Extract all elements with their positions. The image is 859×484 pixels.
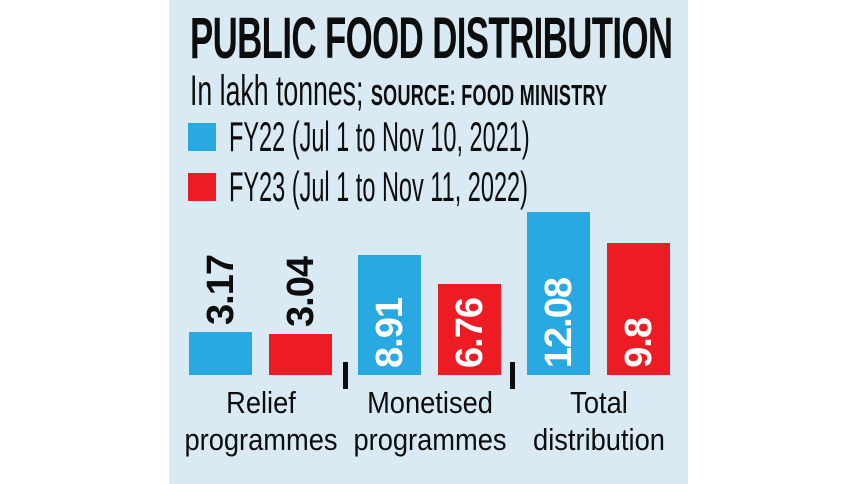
- category-label-line: Monetised: [366, 385, 493, 420]
- bar-fy23-total-distribution: [607, 243, 670, 375]
- bar-fy23-monetised-programmes: [438, 284, 501, 375]
- category-label-line: distribution: [532, 422, 665, 457]
- value-label-fy23-relief-programmes: 3.04: [279, 257, 322, 327]
- axis-tick-2: [510, 362, 515, 389]
- bar-chart: 3.17 3.04 Relief programmes 8.91 6.76 Monetise…: [169, 0, 688, 484]
- legend-item-fy23: FY23 (Jul 1 to Nov 11, 2022): [188, 163, 763, 210]
- category-label-total-distribution: Total distribution: [515, 384, 682, 458]
- legend-label-fy23: FY23 (Jul 1 to Nov 11, 2022): [229, 163, 528, 210]
- category-label-line: programmes: [352, 422, 507, 457]
- value-label-wrap: 6.76: [438, 298, 501, 368]
- category-label-line: programmes: [183, 422, 338, 457]
- subtitle-row: In lakh tonnes; SOURCE: FOOD MINISTRY: [190, 70, 607, 113]
- value-label-fy22-monetised-programmes: 8.91: [368, 298, 411, 368]
- value-label-fy22-relief-programmes: 3.17: [199, 255, 242, 325]
- chart-source: SOURCE: FOOD MINISTRY: [370, 80, 608, 112]
- legend-swatch-fy23: [188, 173, 216, 201]
- value-label-wrap: 9.8: [607, 318, 670, 368]
- legend-swatch-fy22: [188, 123, 216, 151]
- bar-fy23-relief-programmes: [269, 334, 332, 375]
- axis-tick-1: [343, 362, 348, 389]
- value-label-wrap: 12.08: [527, 278, 590, 368]
- legend-label-fy22: FY22 (Jul 1 to Nov 10, 2021): [229, 113, 530, 160]
- category-label-line: Total: [569, 385, 628, 420]
- value-label-wrap: 3.04: [269, 257, 332, 327]
- value-label-fy23-monetised-programmes: 6.76: [448, 298, 491, 368]
- category-label-relief-programmes: Relief programmes: [177, 384, 344, 458]
- value-label-wrap: 8.91: [358, 298, 421, 368]
- bar-fy22-monetised-programmes: [358, 255, 421, 375]
- bar-fy22-total-distribution: [527, 212, 590, 375]
- category-label-monetised-programmes: Monetised programmes: [346, 384, 513, 458]
- value-label-fy23-total-distribution: 9.8: [617, 318, 660, 368]
- value-label-wrap: 3.17: [189, 255, 252, 325]
- chart-title: PUBLIC FOOD DISTRIBUTION: [190, 6, 673, 71]
- value-label-fy22-total-distribution: 12.08: [537, 277, 580, 368]
- chart-subtitle: In lakh tonnes;: [190, 67, 364, 115]
- category-label-line: Relief: [225, 385, 296, 420]
- bar-fy22-relief-programmes: [189, 332, 252, 375]
- legend-item-fy22: FY22 (Jul 1 to Nov 10, 2021): [188, 113, 766, 160]
- infographic-panel: PUBLIC FOOD DISTRIBUTION In lakh tonnes;…: [169, 0, 688, 484]
